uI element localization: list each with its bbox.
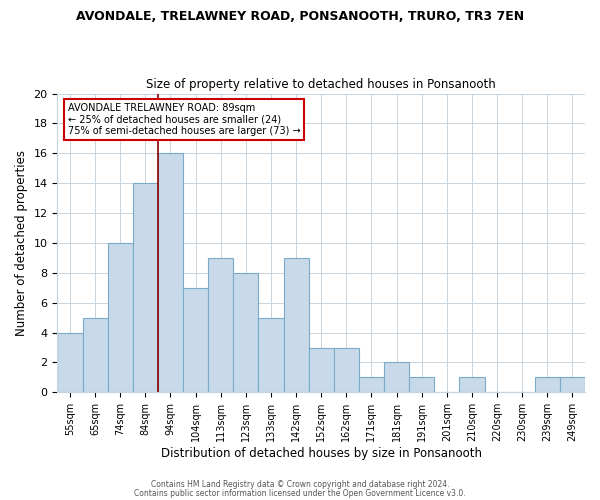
Bar: [208, 258, 233, 392]
Bar: [158, 154, 183, 392]
Bar: [83, 318, 107, 392]
Bar: [284, 258, 308, 392]
Bar: [183, 288, 208, 393]
Text: Contains public sector information licensed under the Open Government Licence v3: Contains public sector information licen…: [134, 489, 466, 498]
Bar: [560, 378, 585, 392]
Title: Size of property relative to detached houses in Ponsanooth: Size of property relative to detached ho…: [146, 78, 496, 91]
Bar: [334, 348, 359, 393]
Text: AVONDALE TRELAWNEY ROAD: 89sqm
← 25% of detached houses are smaller (24)
75% of : AVONDALE TRELAWNEY ROAD: 89sqm ← 25% of …: [68, 102, 301, 136]
Bar: [460, 378, 485, 392]
Text: AVONDALE, TRELAWNEY ROAD, PONSANOOTH, TRURO, TR3 7EN: AVONDALE, TRELAWNEY ROAD, PONSANOOTH, TR…: [76, 10, 524, 23]
Bar: [133, 183, 158, 392]
Y-axis label: Number of detached properties: Number of detached properties: [15, 150, 28, 336]
X-axis label: Distribution of detached houses by size in Ponsanooth: Distribution of detached houses by size …: [161, 447, 482, 460]
Bar: [58, 332, 83, 392]
Bar: [535, 378, 560, 392]
Bar: [384, 362, 409, 392]
Bar: [259, 318, 284, 392]
Bar: [233, 273, 259, 392]
Bar: [308, 348, 334, 393]
Bar: [409, 378, 434, 392]
Text: Contains HM Land Registry data © Crown copyright and database right 2024.: Contains HM Land Registry data © Crown c…: [151, 480, 449, 489]
Bar: [359, 378, 384, 392]
Bar: [107, 243, 133, 392]
